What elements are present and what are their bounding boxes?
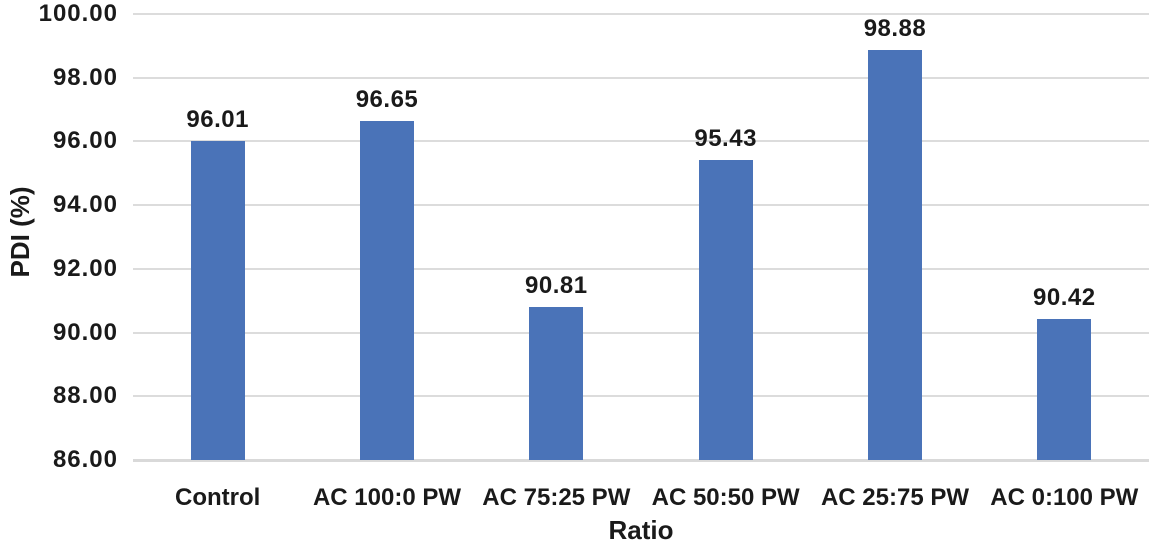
bar xyxy=(529,306,584,460)
bar-slot: 90.81 xyxy=(472,14,641,460)
y-tick-label: 98.00 xyxy=(52,63,118,91)
y-tick-label: 94.00 xyxy=(52,191,118,219)
bar-slot: 98.88 xyxy=(810,14,979,460)
bar-slot: 90.42 xyxy=(980,14,1149,460)
bar-slot: 96.01 xyxy=(133,14,302,460)
bar-value-label: 90.81 xyxy=(525,271,588,299)
gridline xyxy=(133,76,1149,79)
plot-area: 96.01 96.65 90.81 95.43 98.88 90.42 xyxy=(133,13,1149,462)
bar-slot: 95.43 xyxy=(641,14,810,460)
bar xyxy=(190,141,245,460)
bar-value-label: 96.01 xyxy=(186,106,249,134)
x-category-label: AC 75:25 PW xyxy=(482,484,631,511)
x-axis-category-labels: Control AC 100:0 PW AC 75:25 PW AC 50:50 PW… xyxy=(133,478,1149,518)
y-axis-tick-labels: 86.00 88.00 90.00 92.00 94.00 96.00 98.00 100.0… xyxy=(0,0,125,473)
bar-value-label: 98.88 xyxy=(863,14,927,42)
gridline xyxy=(133,331,1149,334)
bar xyxy=(867,49,922,460)
gridline xyxy=(133,13,1149,15)
bar-value-label: 96.65 xyxy=(355,85,419,113)
x-axis-title: Ratio xyxy=(608,515,674,545)
x-category-label: AC 0:100 PW xyxy=(990,484,1139,511)
x-category-label: AC 50:50 PW xyxy=(651,484,800,511)
x-category-label: Control xyxy=(175,484,261,511)
bar xyxy=(698,159,753,460)
bar-value-label: 95.43 xyxy=(694,124,757,152)
bar-value-label: 90.42 xyxy=(1033,284,1096,312)
gridline xyxy=(133,204,1149,207)
x-axis-baseline xyxy=(133,459,1149,462)
x-category-label: AC 100:0 PW xyxy=(312,484,462,511)
gridline xyxy=(133,140,1149,143)
bar xyxy=(1037,319,1092,460)
y-tick-label: 90.00 xyxy=(52,318,118,346)
x-category-label: AC 25:75 PW xyxy=(820,484,969,511)
bar-slot: 96.65 xyxy=(302,14,471,460)
gridline xyxy=(133,267,1149,270)
bar xyxy=(359,120,414,460)
y-tick-label: 88.00 xyxy=(52,382,118,410)
y-tick-label: 92.00 xyxy=(52,254,118,282)
y-tick-label: 96.00 xyxy=(52,127,118,155)
y-tick-label: 100.00 xyxy=(38,0,118,27)
gridline xyxy=(133,395,1149,398)
y-tick-label: 86.00 xyxy=(52,446,118,473)
bars-layer: 96.01 96.65 90.81 95.43 98.88 90.42 xyxy=(133,14,1149,460)
